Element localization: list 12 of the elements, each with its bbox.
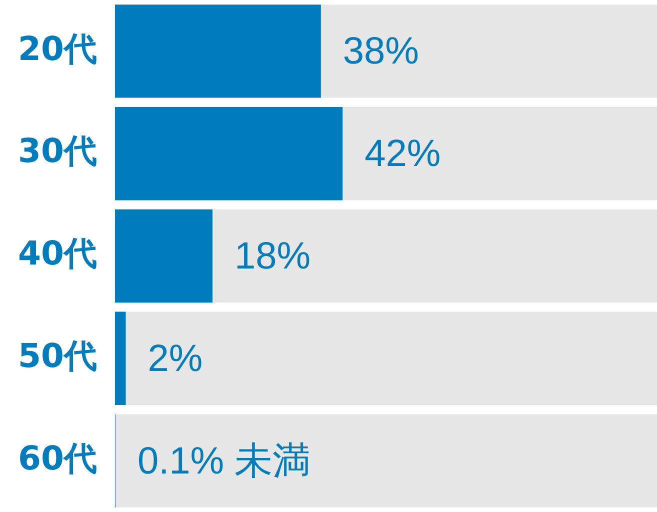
y-tick-label: 20代 <box>18 28 97 68</box>
bar <box>114 312 126 405</box>
y-tick-label: 40代 <box>18 234 97 273</box>
data-label: 18% <box>234 235 311 278</box>
bar <box>114 209 212 303</box>
data-label: 42% <box>364 133 441 176</box>
data-label: 38% <box>342 30 419 73</box>
y-tick-label: 60代 <box>18 438 97 478</box>
data-label: 2% <box>148 338 203 380</box>
data-label: 0.1% 未満 <box>137 440 311 482</box>
y-tick-label: 50代 <box>18 336 97 375</box>
y-tick-label: 30代 <box>18 131 97 170</box>
